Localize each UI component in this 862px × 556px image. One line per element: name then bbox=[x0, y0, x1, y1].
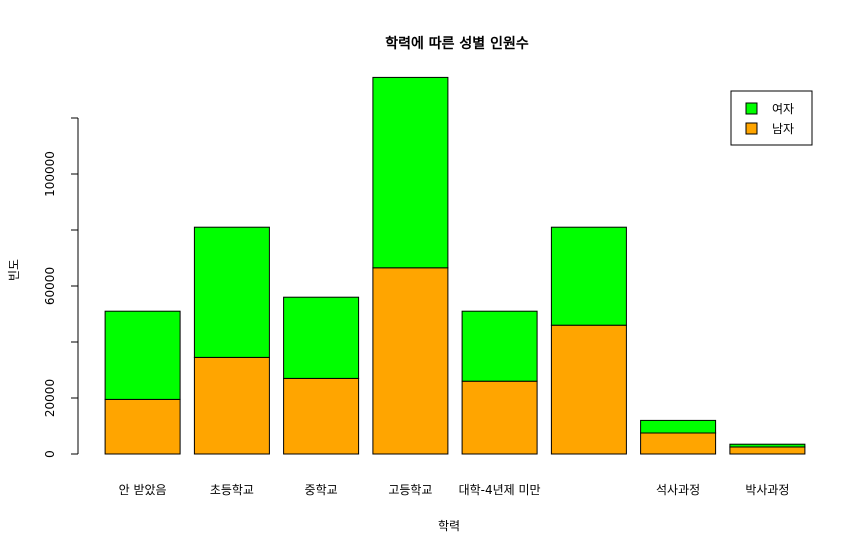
bar-1-1 bbox=[193, 226, 270, 358]
bar-0-1 bbox=[193, 356, 270, 455]
bar-0-2 bbox=[283, 377, 360, 455]
bar-0-4 bbox=[461, 380, 538, 455]
category-label: 대학-4년제 미만 bbox=[459, 483, 541, 497]
y-tick-label: 20000 bbox=[43, 379, 57, 417]
chart-title: 학력에 따른 성별 인원수 bbox=[385, 35, 529, 52]
category-label: 석사과정 bbox=[656, 483, 700, 497]
x-axis-label: 학력 bbox=[438, 519, 460, 533]
bar-1-7 bbox=[729, 443, 806, 448]
bars-group bbox=[104, 76, 806, 455]
y-axis-label: 빈도 bbox=[7, 259, 21, 281]
bar-1-3 bbox=[372, 76, 449, 269]
legend-swatch bbox=[745, 122, 758, 135]
category-label: 안 받았음 bbox=[119, 483, 167, 497]
bar-1-2 bbox=[283, 296, 360, 379]
legend-entry: 남자 bbox=[772, 122, 794, 136]
bar-0-7 bbox=[729, 446, 806, 455]
bar-0-5 bbox=[550, 324, 627, 455]
legend-swatch bbox=[745, 102, 758, 115]
legend-box bbox=[730, 90, 813, 146]
bar-1-5 bbox=[550, 226, 627, 326]
legend-entry: 여자 bbox=[772, 102, 794, 116]
category-label: 고등학교 bbox=[388, 483, 432, 497]
y-axis: 0 20000 60000 100000 bbox=[43, 117, 79, 458]
bar-0-0 bbox=[104, 398, 181, 455]
bar-0-6 bbox=[640, 432, 717, 455]
y-tick-label: 100000 bbox=[43, 151, 57, 197]
category-label: 중학교 bbox=[305, 483, 338, 497]
category-label: 초등학교 bbox=[210, 483, 254, 497]
category-labels: 안 받았음 초등학교 중학교 고등학교 대학-4년제 미만 석사과정 박사과정 bbox=[119, 483, 790, 497]
bar-0-3 bbox=[372, 267, 449, 455]
y-tick-label: 60000 bbox=[43, 267, 57, 305]
bar-1-0 bbox=[104, 310, 181, 400]
bar-1-4 bbox=[461, 310, 538, 382]
category-label: 박사과정 bbox=[745, 483, 789, 497]
bar-1-6 bbox=[640, 419, 717, 434]
y-tick-label: 0 bbox=[43, 450, 57, 458]
